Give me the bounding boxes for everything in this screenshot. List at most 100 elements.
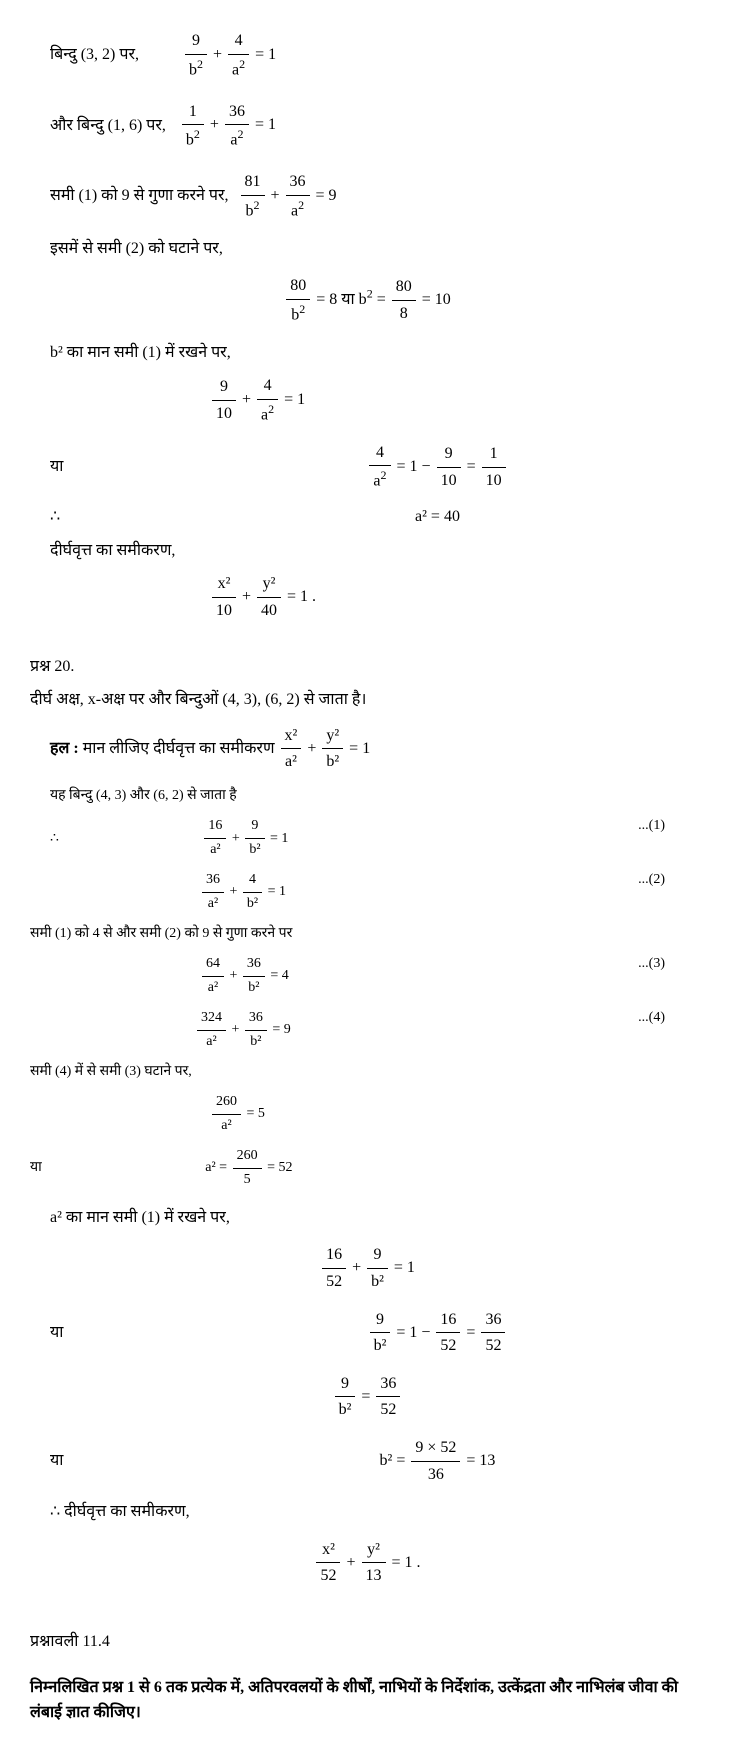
plus: + xyxy=(307,740,320,757)
plus: + xyxy=(230,884,241,899)
text: = 1 − xyxy=(396,1323,434,1340)
text: = xyxy=(467,458,480,475)
text: = 10 xyxy=(422,291,451,308)
fraction: 1652 xyxy=(436,1307,460,1359)
equation-line: 36a² + 4b² = 1 ...(2) xyxy=(30,869,705,915)
fraction: 9b² xyxy=(370,1307,391,1359)
fraction: 324a² xyxy=(197,1007,226,1053)
fraction: 81b2 xyxy=(241,169,265,224)
equals: = 1 xyxy=(270,831,288,846)
fraction: 260a² xyxy=(212,1091,241,1137)
equals: = 5 xyxy=(247,1106,265,1121)
fraction: x²10 xyxy=(212,571,236,623)
equation-line: ∴ 16a² + 9b² = 1 ...(1) xyxy=(30,815,705,861)
plus: + xyxy=(210,116,223,133)
text: या xyxy=(50,1324,63,1341)
fraction: y²13 xyxy=(362,1537,386,1589)
eq-ref: ...(2) xyxy=(638,869,665,891)
text: = xyxy=(466,1323,479,1340)
text: और बिन्दु (1, 6) पर, xyxy=(50,116,166,133)
fraction: 36a2 xyxy=(286,169,310,224)
text: या xyxy=(30,1160,42,1175)
equation-line: या a² = 2605 = 52 xyxy=(30,1145,705,1191)
fraction: 9b2 xyxy=(185,28,207,83)
fraction: 4b² xyxy=(243,869,262,915)
text: = xyxy=(361,1388,374,1405)
fraction: 9b² xyxy=(245,815,264,861)
eq-ref: ...(1) xyxy=(638,815,665,837)
equals: = 9 xyxy=(272,1022,290,1037)
text: = 8 या b xyxy=(316,291,366,308)
text: इसमें से समी (2) को घटाने पर, xyxy=(50,240,223,257)
plus: + xyxy=(242,588,255,605)
fraction: 3652 xyxy=(481,1307,505,1359)
text: मान लीजिए दीर्घवृत्त का समीकरण xyxy=(83,740,279,757)
text: दीर्घवृत्त का समीकरण, xyxy=(50,542,175,559)
text: = 1 . xyxy=(287,588,316,605)
text: समी (1) को 9 से गुणा करने पर, xyxy=(50,187,229,204)
equation-line: 324a² + 36b² = 9 ...(4) xyxy=(30,1007,705,1053)
exercise-title: प्रश्नावली 11.4 xyxy=(30,1629,705,1655)
text-line: इसमें से समी (2) को घटाने पर, xyxy=(50,236,705,262)
text: b² का मान समी (1) में रखने पर, xyxy=(50,344,231,361)
fraction: 910 xyxy=(212,374,236,426)
equals: = 1 xyxy=(255,46,276,63)
fraction: 1652 xyxy=(322,1242,346,1294)
equation: 9b² = 3652 xyxy=(30,1371,705,1423)
plus: + xyxy=(232,831,243,846)
fraction: 36a² xyxy=(202,869,224,915)
fraction: 1b2 xyxy=(182,99,204,154)
equals: = 1 xyxy=(349,740,370,757)
equals: = 9 xyxy=(316,187,337,204)
fraction: 64a² xyxy=(202,953,224,999)
fraction: 4a2 xyxy=(369,440,390,495)
text: a² = 40 xyxy=(415,508,460,525)
fraction: 36a2 xyxy=(225,99,249,154)
plus: + xyxy=(230,968,241,983)
text: = 1 − xyxy=(397,458,435,475)
equation-row: या 4a2 = 1 − 910 = 110 xyxy=(30,440,705,495)
question-text: दीर्घ अक्ष, x-अक्ष पर और बिन्दुओं (4, 3)… xyxy=(30,687,705,713)
plus: + xyxy=(242,391,255,408)
fraction: 9b² xyxy=(335,1371,356,1423)
text-line: समी (4) में से समी (3) घटाने पर, xyxy=(30,1061,705,1083)
equation: x²52 + y²13 = 1 . xyxy=(30,1537,705,1589)
equals: = 1 xyxy=(268,884,286,899)
fraction: 9 × 5236 xyxy=(411,1435,460,1487)
text: a² = xyxy=(205,1160,230,1175)
text-line: यह बिन्दु (4, 3) और (6, 2) से जाता है xyxy=(50,785,705,807)
text: या xyxy=(50,458,63,475)
fraction: 36b² xyxy=(243,953,265,999)
fraction: y²40 xyxy=(257,571,281,623)
fraction: 110 xyxy=(482,441,506,493)
equals: = 1 xyxy=(255,116,276,133)
text-line: समी (1) को 4 से और समी (2) को 9 से गुणा … xyxy=(30,923,705,945)
fraction: 4a2 xyxy=(228,28,249,83)
equation-row: या 9b² = 1 − 1652 = 3652 xyxy=(30,1307,705,1359)
fraction: 36b² xyxy=(245,1007,267,1053)
eq-ref: ...(4) xyxy=(638,1007,665,1029)
equals: = 13 xyxy=(466,1452,495,1469)
solution-line: हल : मान लीजिए दीर्घवृत्त का समीकरण x²a²… xyxy=(50,723,705,775)
fraction: 808 xyxy=(392,274,416,326)
fraction: 2605 xyxy=(233,1145,262,1191)
equals: = 1 xyxy=(284,391,305,408)
text-line: b² का मान समी (1) में रखने पर, xyxy=(50,340,705,366)
fraction: x²a² xyxy=(281,723,302,775)
fraction: 3652 xyxy=(376,1371,400,1423)
fraction: 9b² xyxy=(367,1242,388,1294)
text: बिन्दु (3, 2) पर, xyxy=(50,46,139,63)
plus: + xyxy=(346,1554,359,1571)
text-line: और बिन्दु (1, 6) पर, 1b2 + 36a2 = 1 xyxy=(50,99,705,154)
equation: 1652 + 9b² = 1 xyxy=(30,1242,705,1294)
plus: + xyxy=(271,187,284,204)
fraction: x²52 xyxy=(316,1537,340,1589)
plus: + xyxy=(213,46,226,63)
fraction: 910 xyxy=(437,441,461,493)
fraction: 80b2 xyxy=(286,273,310,328)
text: ∴ xyxy=(50,831,59,846)
equals: = 52 xyxy=(267,1160,292,1175)
equation-line: 260a² = 5 xyxy=(30,1091,705,1137)
text: = xyxy=(377,291,390,308)
eq-ref: ...(3) xyxy=(638,953,665,975)
